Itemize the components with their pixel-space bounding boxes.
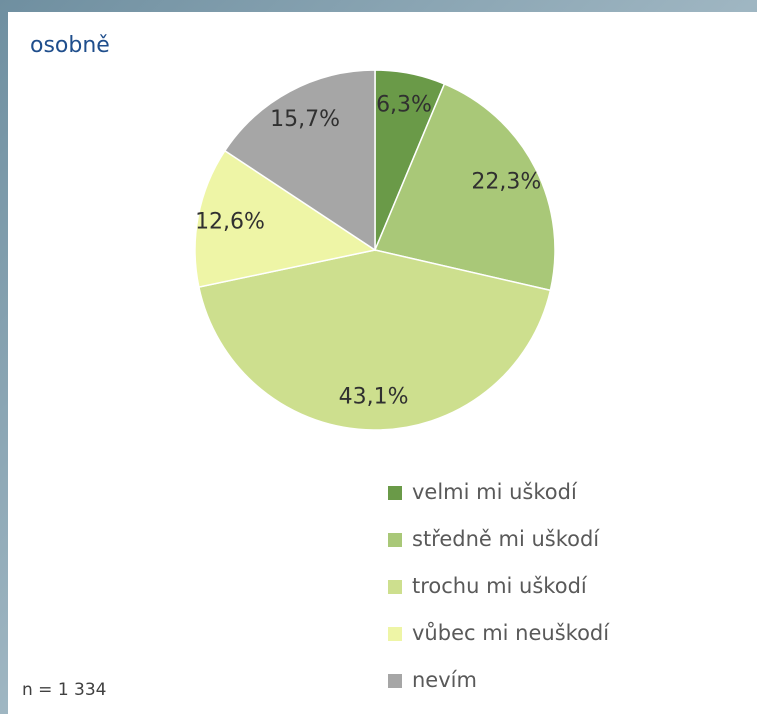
legend-label: trochu mi uškodí [412,574,588,598]
pie-slice [194,149,377,288]
pie-slice [373,82,556,292]
legend-swatch [388,627,402,641]
data-label: 12,6% [195,209,265,234]
pie-slice [197,249,552,431]
legend-label: nevím [412,668,477,692]
legend-swatch [388,486,402,500]
legend-swatch [388,674,402,688]
data-label: 15,7% [270,107,340,132]
legend-label: velmi mi uškodí [412,480,578,504]
chart-title: osobně [30,33,110,58]
legend-swatch [388,580,402,594]
pie-slice [223,69,376,252]
legend-label: středně mi uškodí [412,527,600,551]
legend-label: vůbec mi neuškodí [412,621,610,645]
note: n = 1 334 [22,680,107,700]
legend-swatch [388,533,402,547]
data-label: 22,3% [471,170,541,195]
data-label: 43,1% [339,385,409,410]
data-label: 6,3% [376,92,432,117]
